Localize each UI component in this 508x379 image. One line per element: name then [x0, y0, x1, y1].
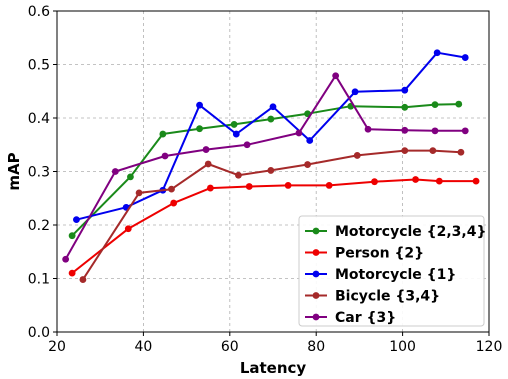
data-point: [202, 146, 210, 153]
data-point: [196, 101, 203, 109]
data-point: [159, 130, 167, 138]
y-tick-label: 0.3: [28, 165, 50, 181]
data-point: [79, 276, 87, 283]
data-point: [429, 147, 437, 155]
series-layer: [62, 49, 480, 283]
data-point: [135, 189, 143, 197]
legend: Motorcycle {2,3,4} Person {2} Motorcycle {…: [298, 215, 486, 327]
y-tick-label: 0.2: [28, 218, 50, 234]
y-tick-label: 0.1: [28, 272, 50, 288]
legend-label: Motorcycle {2,3,4}: [335, 224, 486, 240]
legend-entry: Car {3}: [305, 310, 396, 326]
y-tick-label: 0.4: [28, 111, 50, 127]
data-point: [353, 152, 361, 159]
x-tick-label: 120: [476, 339, 503, 355]
data-point: [204, 160, 212, 168]
data-point: [267, 115, 275, 123]
legend-swatch-marker: [312, 292, 320, 299]
x-tick-label: 40: [134, 339, 152, 355]
legend-swatch-marker: [312, 249, 320, 256]
legend-entry: Person {2}: [305, 246, 424, 262]
data-point: [364, 125, 372, 133]
data-point: [433, 49, 441, 57]
data-point: [472, 177, 480, 185]
data-point: [62, 255, 70, 263]
data-point: [206, 184, 214, 192]
legend-swatch-marker: [312, 227, 320, 235]
legend-label: Car {3}: [335, 310, 396, 326]
data-point: [435, 177, 443, 185]
series-3: [79, 147, 465, 283]
data-point: [401, 103, 409, 111]
data-point: [412, 176, 419, 183]
data-point: [401, 126, 409, 134]
data-point: [371, 178, 378, 186]
data-point: [351, 88, 359, 96]
data-point: [68, 269, 76, 277]
data-point: [431, 101, 439, 109]
x-tick-label: 60: [221, 339, 239, 355]
series-1: [68, 176, 480, 277]
data-point: [230, 121, 238, 128]
data-point: [431, 127, 439, 135]
x-tick-label: 100: [389, 339, 416, 355]
data-point: [168, 185, 175, 193]
data-point: [306, 137, 314, 144]
x-tick-label: 20: [48, 339, 66, 355]
data-point: [304, 161, 311, 168]
data-point: [284, 182, 292, 189]
legend-label: Bicycle {3,4}: [335, 289, 440, 305]
data-point: [461, 54, 469, 61]
x-tick-label: 80: [307, 339, 325, 355]
data-point: [111, 168, 119, 175]
data-point: [124, 225, 132, 233]
legend-box: [298, 215, 485, 327]
axis-ticks: 20 40 60 80 100 120 0.0 0.1 0.2 0.3 0.4 0.5 0.6: [28, 4, 503, 355]
series-0: [68, 100, 463, 240]
data-point: [401, 147, 409, 155]
y-axis-title: mAP: [5, 152, 23, 190]
data-point: [295, 129, 303, 137]
data-point: [457, 148, 465, 156]
legend-label: Person {2}: [335, 246, 424, 262]
data-point: [245, 183, 253, 190]
y-tick-label: 0.0: [28, 325, 50, 341]
y-tick-label: 0.5: [28, 58, 50, 74]
data-point: [401, 86, 409, 94]
data-point: [73, 216, 80, 224]
data-point: [127, 173, 134, 181]
data-point: [461, 127, 469, 135]
data-point: [325, 182, 333, 189]
y-tick-label: 0.6: [28, 4, 50, 20]
data-point: [170, 199, 178, 207]
data-point: [161, 152, 169, 160]
data-point: [232, 130, 240, 138]
data-point: [269, 103, 277, 111]
legend-swatch-marker: [312, 313, 320, 321]
legend-swatch-marker: [312, 270, 320, 278]
data-point: [243, 141, 251, 149]
data-point: [332, 72, 340, 80]
data-point: [455, 100, 463, 108]
data-point: [267, 167, 275, 174]
series-line: [76, 51, 466, 221]
legend-entry: Motorcycle {1}: [305, 267, 456, 283]
data-point: [235, 171, 242, 179]
series-2: [73, 49, 469, 224]
legend-entry: Motorcycle {2,3,4}: [305, 224, 486, 240]
legend-label: Motorcycle {1}: [335, 267, 456, 283]
x-axis-title: Latency: [240, 359, 307, 377]
data-point: [196, 125, 203, 133]
legend-entry: Bicycle {3,4}: [305, 289, 440, 305]
data-point: [68, 232, 76, 240]
series-4: [62, 72, 469, 263]
